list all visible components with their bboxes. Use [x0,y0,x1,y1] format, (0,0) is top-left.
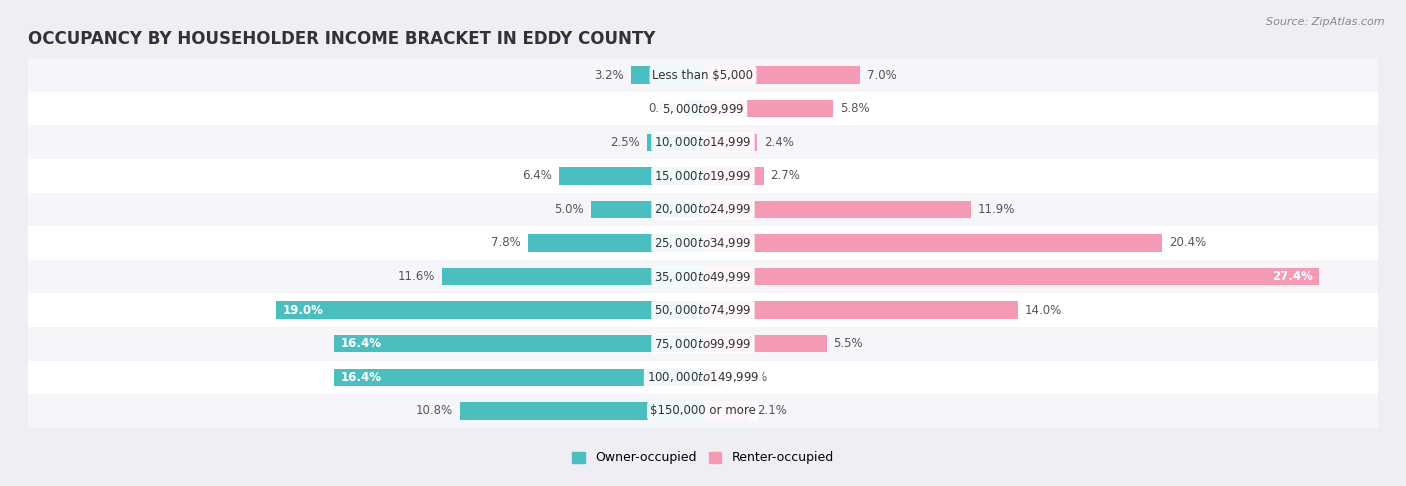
Bar [28,159,1378,192]
Text: 14.0%: 14.0% [1025,304,1062,317]
Bar [703,268,1319,285]
Bar [28,192,1378,226]
Bar [703,134,756,151]
Bar [441,268,703,285]
Bar [647,134,703,151]
Text: 2.1%: 2.1% [756,404,787,417]
Bar [703,234,1161,252]
Text: 5.0%: 5.0% [554,203,583,216]
Text: $100,000 to $149,999: $100,000 to $149,999 [647,370,759,384]
Text: Source: ZipAtlas.com: Source: ZipAtlas.com [1267,17,1385,27]
Bar [703,201,970,218]
Text: 7.0%: 7.0% [868,69,897,82]
Bar [703,301,1018,319]
Text: $50,000 to $74,999: $50,000 to $74,999 [654,303,752,317]
Legend: Owner-occupied, Renter-occupied: Owner-occupied, Renter-occupied [568,447,838,469]
Bar [703,100,834,118]
Bar [276,301,703,319]
Bar [560,167,703,185]
Text: 27.4%: 27.4% [1272,270,1313,283]
Text: 11.9%: 11.9% [977,203,1015,216]
Bar [28,92,1378,125]
Bar [527,234,703,252]
Text: $5,000 to $9,999: $5,000 to $9,999 [662,102,744,116]
Bar [335,368,703,386]
Bar [28,58,1378,92]
Text: 16.4%: 16.4% [340,371,382,384]
Text: 20.4%: 20.4% [1168,237,1206,249]
Text: Less than $5,000: Less than $5,000 [652,69,754,82]
Bar [591,201,703,218]
Text: 2.7%: 2.7% [770,169,800,182]
Bar [28,125,1378,159]
Text: $150,000 or more: $150,000 or more [650,404,756,417]
Text: $35,000 to $49,999: $35,000 to $49,999 [654,270,752,283]
Text: 10.8%: 10.8% [416,404,453,417]
Bar [28,394,1378,428]
Text: 3.2%: 3.2% [595,69,624,82]
Text: 7.8%: 7.8% [491,237,520,249]
Text: 19.0%: 19.0% [283,304,323,317]
Bar [703,335,827,352]
Bar [460,402,703,419]
Bar [703,67,860,84]
Text: 0.91%: 0.91% [730,371,768,384]
Text: $25,000 to $34,999: $25,000 to $34,999 [654,236,752,250]
Bar [28,327,1378,361]
Bar [703,167,763,185]
Text: $75,000 to $99,999: $75,000 to $99,999 [654,337,752,351]
Bar [703,368,724,386]
Bar [631,67,703,84]
Text: 5.5%: 5.5% [834,337,863,350]
Text: $20,000 to $24,999: $20,000 to $24,999 [654,203,752,216]
Bar [28,260,1378,294]
Text: OCCUPANCY BY HOUSEHOLDER INCOME BRACKET IN EDDY COUNTY: OCCUPANCY BY HOUSEHOLDER INCOME BRACKET … [28,31,655,49]
Text: 6.4%: 6.4% [523,169,553,182]
Text: 2.5%: 2.5% [610,136,640,149]
Text: 11.6%: 11.6% [398,270,436,283]
Bar [335,335,703,352]
Text: 2.4%: 2.4% [763,136,793,149]
Text: $15,000 to $19,999: $15,000 to $19,999 [654,169,752,183]
Bar [703,402,751,419]
Text: $10,000 to $14,999: $10,000 to $14,999 [654,135,752,149]
Bar [28,361,1378,394]
Bar [28,226,1378,260]
Text: 5.8%: 5.8% [841,102,870,115]
Bar [28,294,1378,327]
Bar [685,100,703,118]
Text: 0.8%: 0.8% [648,102,678,115]
Text: 16.4%: 16.4% [340,337,382,350]
